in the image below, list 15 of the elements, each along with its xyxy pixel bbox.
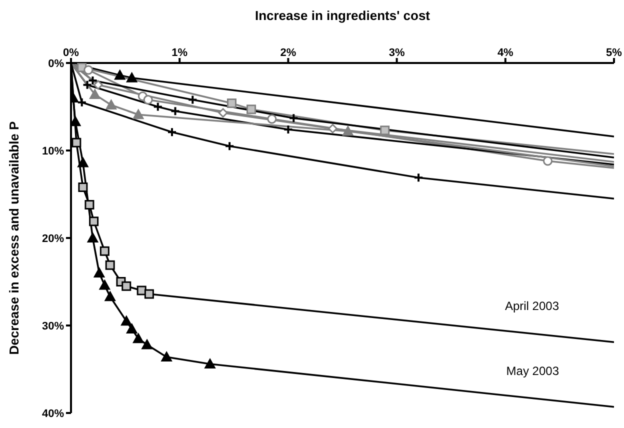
y-tick-label: 40%: [42, 408, 64, 420]
y-axis-title: Decrease in excess and unavailable P: [6, 121, 22, 355]
x-axis-title: Increase in ingredients' cost: [254, 8, 432, 23]
y-tick-label: 30%: [42, 320, 64, 332]
series-label: May 2003: [506, 364, 560, 378]
y-tick-label: 0%: [48, 58, 64, 70]
y-tick-label: 10%: [42, 145, 64, 158]
x-tick-label: 0%: [63, 47, 80, 59]
x-tick-label: 5%: [606, 47, 622, 59]
x-tick-label: 3%: [388, 47, 405, 59]
x-tick-label: 4%: [497, 47, 514, 59]
series-label: April 2003: [504, 299, 560, 314]
x-tick-label: 1%: [172, 47, 188, 59]
x-tick-label: 2%: [280, 47, 296, 59]
y-tick-label: 20%: [42, 232, 64, 245]
